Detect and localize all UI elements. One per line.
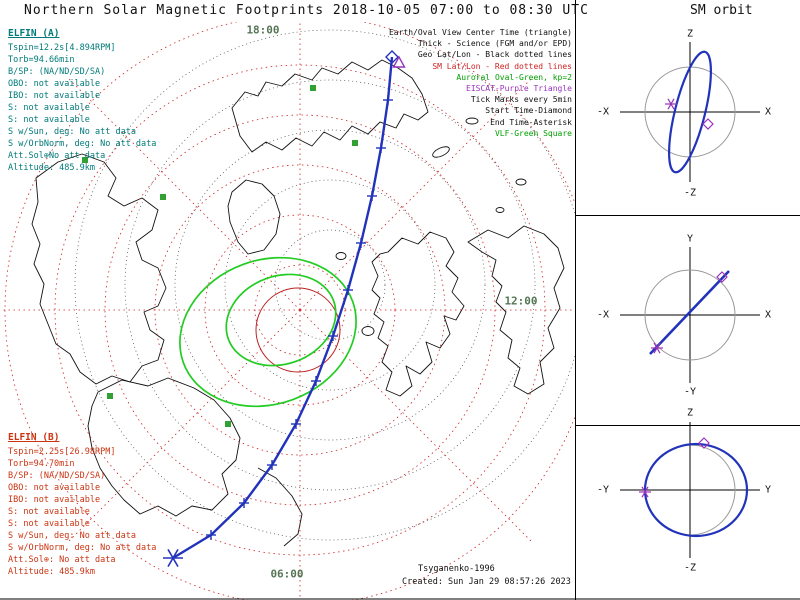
elfin-a-line: OBO: not available [8, 79, 101, 89]
elfin-b-line: S w/Sun, deg: No att data [8, 531, 136, 541]
legend-line: EISCAT-Purple Triangle [466, 84, 572, 94]
elfin-a-line: S w/Sun, deg: No att data [8, 127, 136, 137]
figure-title: Northern Solar Magnetic Footprints 2018-… [24, 3, 589, 18]
mlt-label-right: 12:00 [504, 294, 538, 308]
footprint-track [163, 50, 399, 568]
elfin-b-line: OBO: not available [8, 483, 101, 493]
axis-label: Y [764, 484, 772, 496]
elfin-a-line: Att.Sol⊕No att data [8, 151, 106, 161]
map-legend: Earth/Oval View Center Time (triangle) T… [340, 27, 572, 139]
axis-label: Y [686, 233, 694, 245]
created-timestamp: Created: Sun Jan 29 08:57:26 2023 [402, 577, 571, 587]
sm-orbit-title: SM orbit [690, 3, 753, 18]
elfin-a-line: Torb=94.66min [8, 55, 75, 65]
elfin-a-line: IBO: not available [8, 91, 101, 101]
elfin-a-line: S: not available [8, 115, 90, 125]
elfin-b-line: S: not available [8, 519, 90, 529]
sm-grid-dotted-red [0, 22, 575, 600]
elfin-a-line: B/SP: (NA/ND/SD/SA) [8, 67, 106, 77]
legend-line: Thick - Science (FGM and/or EPD) [417, 39, 572, 49]
axis-label: -Z [683, 562, 697, 574]
legend-line: End Time-Asterisk [490, 117, 572, 127]
axis-label: X [764, 106, 772, 118]
elfin-b-line: B/SP: (NA/ND/SD/SA) [8, 471, 106, 481]
elfin-a-line: Altitude: 485.9km [8, 163, 95, 173]
elfin-b-line: S w/OrbNorm, deg: No att data [8, 543, 157, 553]
auroral-oval [179, 256, 357, 408]
vlf-station-squares [82, 85, 358, 427]
orbit-panel-axes [620, 42, 760, 558]
eiscat-triangle-icon [392, 55, 406, 68]
axis-label: -X [596, 309, 610, 321]
elfin-b-line: Altitude: 485.9km [8, 567, 95, 577]
elfin-a-line: S: not available [8, 103, 90, 113]
axis-label: -Y [596, 484, 610, 496]
elfin-b-line: Tspin=2.25s[26.98RPM] [8, 447, 116, 457]
model-credit: Tsyganenko-1996 [418, 564, 495, 574]
axis-label: -Z [683, 187, 697, 199]
sm-orbit-panel-xy [644, 269, 736, 361]
legend-line: Geo Lat/Lon - Black dotted lines [417, 50, 572, 60]
elfin-b-title: ELFIN (B) [8, 432, 60, 443]
elfin-a-line: S w/OrbNorm, deg: No att data [8, 139, 157, 149]
axis-label: -Y [683, 386, 697, 398]
axis-label: Z [686, 407, 694, 419]
mlt-label-top: 18:00 [246, 23, 280, 37]
elfin-a-line: Tspin=12.2s[4.894RPM] [8, 43, 116, 53]
legend-line: Auroral Oval-Green, kp=2 [456, 72, 572, 82]
legend-line: VLF-Green Square [494, 128, 572, 138]
legend-line: Start Time-Diamond [485, 106, 572, 116]
sm-orbit-panel-yz [639, 437, 749, 538]
sm-orbit-panel-xz [644, 50, 736, 174]
axis-label: Z [686, 28, 694, 40]
axis-label: -X [596, 106, 610, 118]
continent-outlines [31, 59, 565, 547]
elfin-b-line: Torb=94.70min [8, 459, 75, 469]
elfin-b-line: Att.Sol⊕: No att data [8, 555, 116, 565]
mlt-label-bottom: 06:00 [270, 567, 304, 581]
elfin-a-title: ELFIN (A) [8, 28, 60, 39]
legend-line: SM Lat/Lon - Red dotted lines [432, 61, 572, 71]
elfin-b-line: IBO: not available [8, 495, 101, 505]
legend-line: Tick Marks every 5min [470, 95, 572, 105]
elfin-b-line: S: not available [8, 507, 90, 517]
axis-label: X [764, 309, 772, 321]
legend-line: Earth/Oval View Center Time (triangle) [388, 28, 572, 37]
